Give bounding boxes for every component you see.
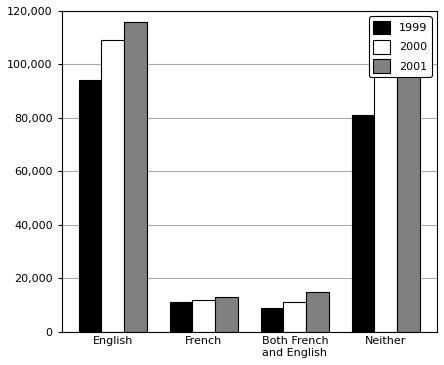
Bar bbox=[397, 30, 420, 331]
Bar bbox=[192, 300, 215, 331]
Bar bbox=[79, 80, 101, 331]
Bar bbox=[374, 62, 397, 331]
Bar bbox=[170, 302, 192, 331]
Bar bbox=[124, 22, 147, 331]
Bar bbox=[352, 115, 374, 331]
Bar bbox=[283, 302, 306, 331]
Bar bbox=[261, 308, 283, 331]
Bar bbox=[101, 41, 124, 331]
Legend: 1999, 2000, 2001: 1999, 2000, 2001 bbox=[369, 16, 432, 77]
Bar bbox=[215, 297, 238, 331]
Bar bbox=[306, 292, 329, 331]
